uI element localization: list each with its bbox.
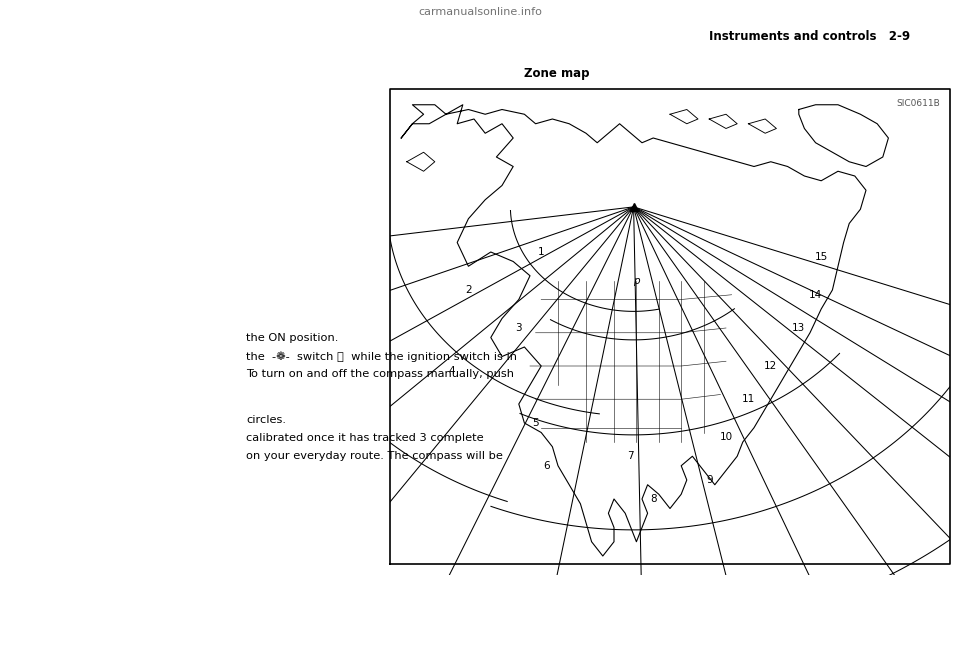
- Text: 14: 14: [809, 290, 822, 299]
- Text: 15: 15: [815, 252, 828, 262]
- Text: 12: 12: [764, 361, 778, 371]
- Text: p: p: [633, 276, 639, 286]
- Text: 4: 4: [448, 366, 455, 376]
- Text: 5: 5: [532, 418, 539, 428]
- Text: SIC0611B: SIC0611B: [897, 100, 940, 108]
- Text: 2: 2: [465, 285, 471, 295]
- Text: circles.: circles.: [246, 415, 286, 425]
- Text: the  -❁-  switch Ⓐ  while the ignition switch is in: the -❁- switch Ⓐ while the ignition swit…: [246, 351, 517, 361]
- Text: 1: 1: [538, 247, 544, 257]
- Text: 3: 3: [516, 323, 522, 333]
- Text: Instruments and controls   2-9: Instruments and controls 2-9: [708, 29, 910, 42]
- Text: 6: 6: [543, 461, 550, 471]
- Text: carmanualsonline.info: carmanualsonline.info: [418, 7, 542, 17]
- Text: Zone map: Zone map: [524, 68, 589, 80]
- Text: calibrated once it has tracked 3 complete: calibrated once it has tracked 3 complet…: [246, 433, 484, 443]
- Text: 11: 11: [742, 394, 755, 404]
- Text: the ON position.: the ON position.: [246, 333, 338, 343]
- Text: 9: 9: [706, 475, 712, 485]
- Text: 7: 7: [628, 452, 635, 461]
- Text: on your everyday route. The compass will be: on your everyday route. The compass will…: [246, 451, 503, 461]
- Text: 13: 13: [792, 323, 805, 333]
- Text: 10: 10: [719, 432, 732, 442]
- Text: 8: 8: [650, 494, 657, 504]
- Text: To turn on and off the compass manually, push: To turn on and off the compass manually,…: [246, 369, 514, 379]
